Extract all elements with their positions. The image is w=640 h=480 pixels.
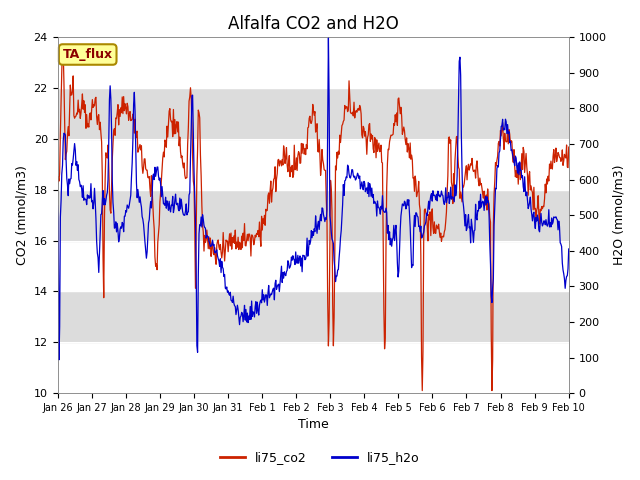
Bar [58, 88, 569, 139]
Bar [58, 342, 569, 393]
Bar [58, 240, 569, 291]
Y-axis label: H2O (mmol/m3): H2O (mmol/m3) [612, 165, 625, 265]
X-axis label: Time: Time [298, 419, 328, 432]
Bar [58, 291, 569, 342]
Title: Alfalfa CO2 and H2O: Alfalfa CO2 and H2O [228, 15, 399, 33]
Text: TA_flux: TA_flux [63, 48, 113, 61]
Y-axis label: CO2 (mmol/m3): CO2 (mmol/m3) [15, 165, 28, 265]
Bar [58, 37, 569, 88]
Bar [58, 190, 569, 240]
Bar [58, 139, 569, 190]
Legend: li75_co2, li75_h2o: li75_co2, li75_h2o [215, 446, 425, 469]
